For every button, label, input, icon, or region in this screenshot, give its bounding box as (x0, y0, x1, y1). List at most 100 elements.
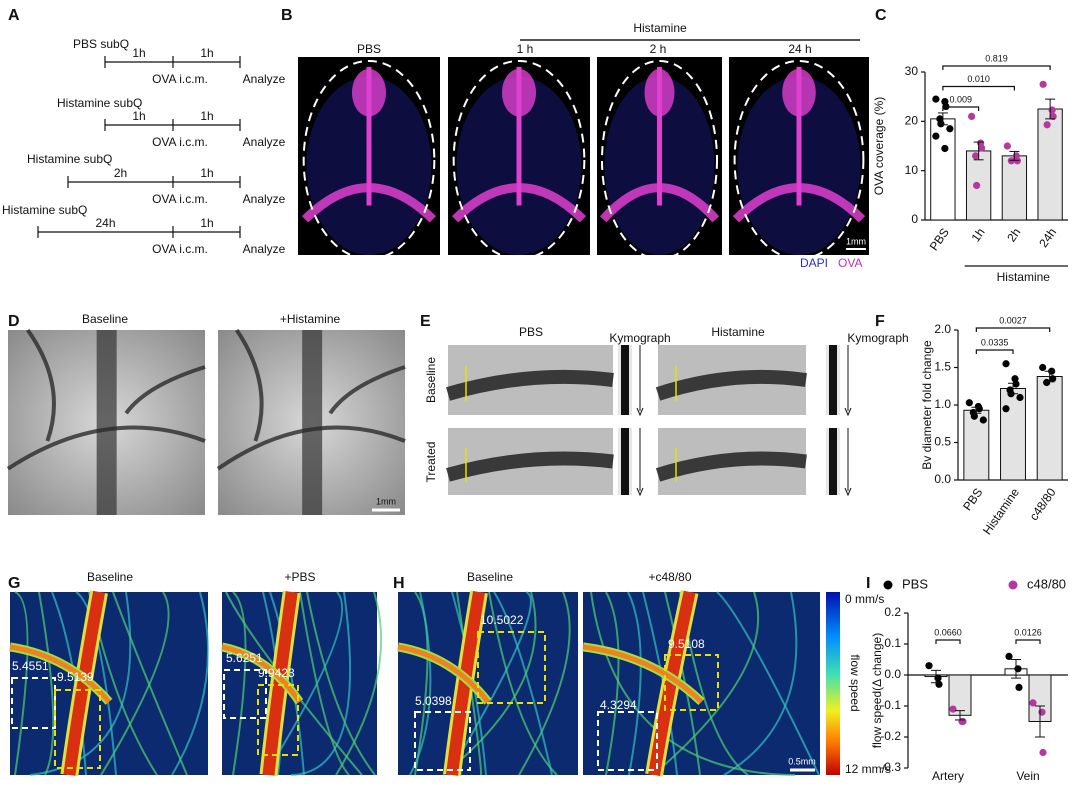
p-value: 0.010 (967, 74, 990, 84)
capillary (38, 591, 55, 776)
panel-letter: H (393, 575, 405, 592)
stain-label: DAPI (800, 256, 828, 270)
condition-label: +PBS (284, 570, 315, 584)
capillary (409, 591, 432, 776)
significance-bracket (942, 85, 1015, 91)
condition-label: 1 h (517, 42, 534, 56)
data-point (1039, 363, 1047, 372)
data-point (1038, 708, 1046, 716)
roi-box (11, 677, 56, 729)
panel-letter: F (875, 313, 885, 330)
roi-box (414, 711, 471, 771)
y-tick-label: 20 (905, 114, 919, 128)
y-tick-label: -0.1 (880, 698, 901, 712)
capillary (112, 591, 188, 776)
data-point (978, 144, 986, 152)
vessel (63, 590, 106, 776)
y-tick-label: 0.1 (884, 636, 901, 650)
capillary (488, 591, 558, 776)
data-point (1039, 748, 1047, 757)
capillary (290, 591, 352, 776)
capillary (269, 591, 305, 776)
y-tick-label: 0.5 (934, 435, 951, 449)
significance-bracket (975, 349, 1014, 354)
flow-map (10, 592, 208, 775)
roi-value: 5.4551 (12, 659, 49, 673)
condition-label: 2 h (650, 42, 667, 56)
timeline-label: Histamine subQ (2, 203, 87, 217)
x-tick-label: Histamine (980, 485, 1022, 537)
roi-value: 9.9423 (258, 666, 295, 680)
legend-label: c48/80 (1027, 576, 1066, 591)
timeline-end: Analyze (243, 192, 286, 206)
ova-signal (782, 68, 816, 117)
y-tick-label: 0.2 (884, 605, 901, 619)
sinus (96, 330, 117, 515)
timeline-pre: 1h (132, 109, 145, 123)
vessel (655, 369, 807, 401)
ova-signal (451, 183, 587, 223)
data-point (1043, 378, 1051, 387)
ova-signal (351, 68, 387, 117)
timeline-end: Analyze (243, 242, 286, 256)
x-tick-label: 1h (969, 226, 988, 245)
capillary (171, 591, 209, 776)
sinus (302, 330, 323, 515)
row-label: Treated (424, 442, 438, 483)
column-label: Histamine (711, 325, 765, 339)
vessel (446, 451, 614, 482)
arrow-head (636, 407, 644, 417)
p-value: 0.0027 (999, 315, 1027, 325)
capillary (264, 591, 344, 776)
data-point (1016, 393, 1024, 402)
kymograph-band (829, 345, 837, 415)
timeline-end: Analyze (243, 72, 286, 86)
bar (1001, 155, 1028, 221)
data-point (1014, 665, 1022, 673)
roi-box (664, 654, 719, 711)
capillary (605, 591, 620, 776)
data-point (1039, 80, 1047, 88)
significance-bracket (942, 65, 1051, 70)
data-point (1002, 405, 1010, 413)
arrow-head (636, 487, 644, 497)
roi-value: 9.5108 (668, 637, 705, 651)
x-tick-label: Artery (932, 769, 964, 783)
roi-value: 10.5022 (480, 613, 524, 627)
y-tick-label: 0 (911, 212, 918, 226)
capillary (518, 591, 571, 776)
vessel (26, 328, 56, 442)
data-point (979, 416, 987, 424)
colorbar-label: 12 mm/s (845, 762, 891, 776)
x-tick-label: Vein (1016, 769, 1039, 783)
vessel (6, 425, 206, 471)
flow-map (398, 592, 578, 775)
p-value: 0.0335 (981, 337, 1009, 347)
data-point (965, 399, 973, 407)
panel-letter: G (8, 575, 20, 592)
bar (1036, 376, 1063, 481)
capillary (225, 591, 363, 776)
vessel (328, 365, 406, 415)
scale-bar-label: 0.5mm (788, 756, 816, 766)
condition-label: 24 h (788, 42, 811, 56)
capillary (716, 591, 820, 776)
ova-signal (501, 68, 537, 117)
y-axis-label: OVA coverage (%) (872, 97, 886, 195)
colorbar-label: flow speed (848, 654, 862, 711)
roi-box (223, 669, 267, 719)
capillary (306, 591, 376, 776)
condition-label: +c48/80 (648, 570, 691, 584)
significance-bracket (942, 106, 980, 111)
column-label: Kymograph (847, 331, 908, 345)
vessel (9, 644, 111, 704)
data-point (934, 674, 942, 682)
capillary (299, 591, 350, 776)
stain-label: OVA (838, 256, 862, 270)
colorbar-label: 0 mm/s (845, 592, 884, 606)
roi-box (477, 631, 546, 704)
p-value: 0.0126 (1014, 627, 1042, 637)
data-point (1049, 112, 1057, 120)
vessel (397, 644, 490, 704)
